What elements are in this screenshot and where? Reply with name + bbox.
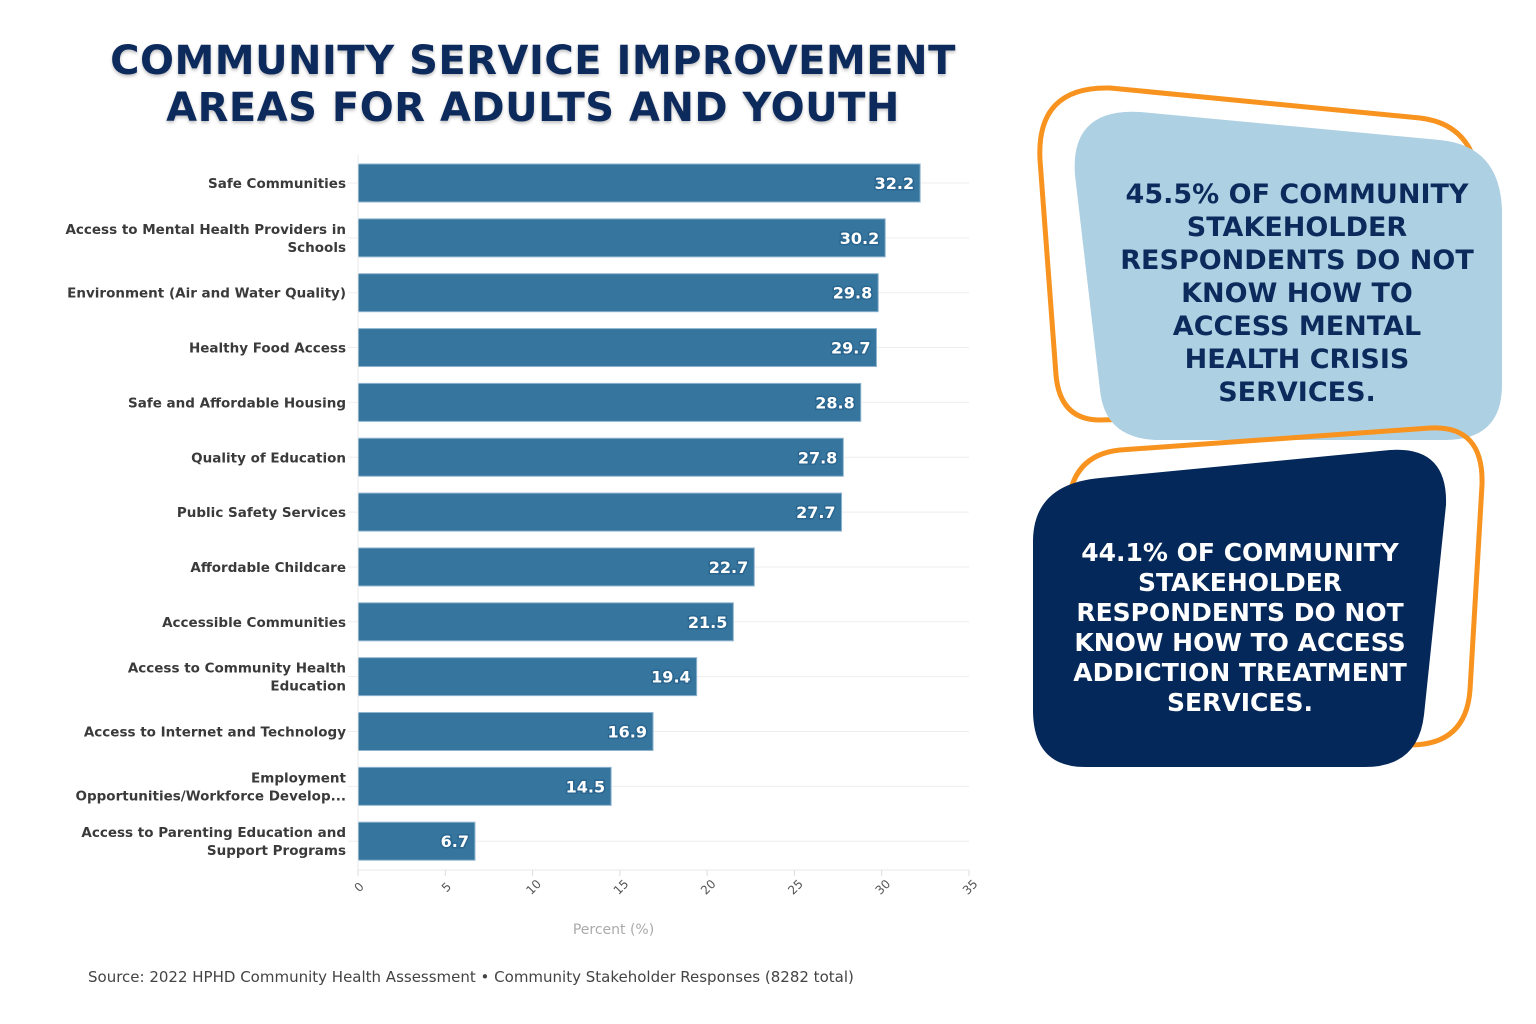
bar-value-label: 27.7 [796,503,835,522]
category-label: Affordable Childcare [190,560,346,576]
category-label: Healthy Food Access [189,341,346,357]
category-label: Opportunities/Workforce Develop... [76,788,347,804]
callout-2-line: RESPONDENTS DO NOT [1076,598,1404,627]
callout-2-line: ADDICTION TREATMENT [1073,658,1407,687]
x-axis-title: Percent (%) [573,922,654,938]
category-label: Access to Community Health [128,661,346,677]
category-label: Safe Communities [208,176,346,192]
bars: 32.2 30.2 29.8 29.7 28.8 27.8 27.7 22.7 21.5 19.4… [357,163,921,861]
bar[interactable] [357,163,921,203]
callout-2-shape [1033,449,1447,767]
bar-value-label: 29.7 [831,339,870,358]
bar-value-label: 6.7 [441,832,469,851]
bar-value-label: 16.9 [608,723,647,742]
category-label: Access to Mental Health Providers in [65,222,346,238]
category-label: Schools [287,240,346,256]
bar[interactable] [357,218,886,258]
category-label: Access to Parenting Education and [81,825,346,841]
callout-1-line: STAKEHOLDER [1186,212,1408,243]
bar[interactable] [357,821,476,861]
callout-2-line: SERVICES. [1167,688,1313,717]
category-label: Employment [251,770,346,786]
bar-value-label: 32.2 [875,174,914,193]
category-label: Environment (Air and Water Quality) [67,286,346,302]
title-line-1: COMMUNITY SERVICE IMPROVEMENT [110,38,956,84]
bar[interactable] [357,712,654,751]
category-label: Accessible Communities [162,615,346,631]
callout-mental-health-crisis: 45.5% OF COMMUNITY STAKEHOLDER RESPONDEN… [1092,178,1502,409]
category-label: Education [270,679,346,695]
bar-value-label: 22.7 [709,558,748,577]
category-label: Quality of Education [191,450,346,466]
callout-2-line: 44.1% OF COMMUNITY [1081,538,1399,567]
callout-1-line: 45.5% OF COMMUNITY [1125,179,1469,210]
bar-chart: 32.2 30.2 29.8 29.7 28.8 27.8 27.7 22.7 21.5 19.4… [65,155,981,938]
bar[interactable] [357,273,879,313]
bar-value-label: 14.5 [566,777,605,796]
bar-value-label: 28.8 [815,393,854,412]
category-label: Access to Internet and Technology [84,725,346,741]
bar-value-label: 30.2 [840,229,879,248]
bar-value-label: 29.8 [833,284,872,303]
title-line-2: AREAS FOR ADULTS AND YOUTH [166,85,900,131]
bar[interactable] [357,437,844,477]
bar[interactable] [357,657,698,697]
callout-1-line: SERVICES. [1218,377,1376,408]
callout-addiction-treatment: 44.1% OF COMMUNITY STAKEHOLDER RESPONDEN… [1040,538,1440,718]
callout-1-line: RESPONDENTS DO NOT [1120,245,1474,276]
callout-1-line: ACCESS MENTAL [1172,311,1422,342]
bar[interactable] [357,328,877,368]
bar-value-label: 27.8 [798,448,837,467]
category-labels: Safe Communities Access to Mental Health … [65,176,346,859]
category-label: Support Programs [207,843,346,859]
callout-1-shape [1074,111,1502,440]
callout-1-line: HEALTH CRISIS [1184,344,1410,375]
callout-2-line: STAKEHOLDER [1137,568,1343,597]
category-label: Public Safety Services [177,505,346,521]
category-label: Safe and Affordable Housing [128,395,346,411]
bar-value-label: 21.5 [688,613,727,632]
bar-value-label: 19.4 [651,668,690,687]
callout-1-line: KNOW HOW TO [1181,278,1413,309]
callout-2-line: KNOW HOW TO ACCESS [1074,628,1406,657]
source-note: Source: 2022 HPHD Community Health Asses… [88,968,854,986]
page-title: COMMUNITY SERVICE IMPROVEMENT AREAS FOR … [80,38,986,132]
bar[interactable] [357,382,862,422]
bar[interactable] [357,547,755,587]
bar[interactable] [357,766,612,806]
